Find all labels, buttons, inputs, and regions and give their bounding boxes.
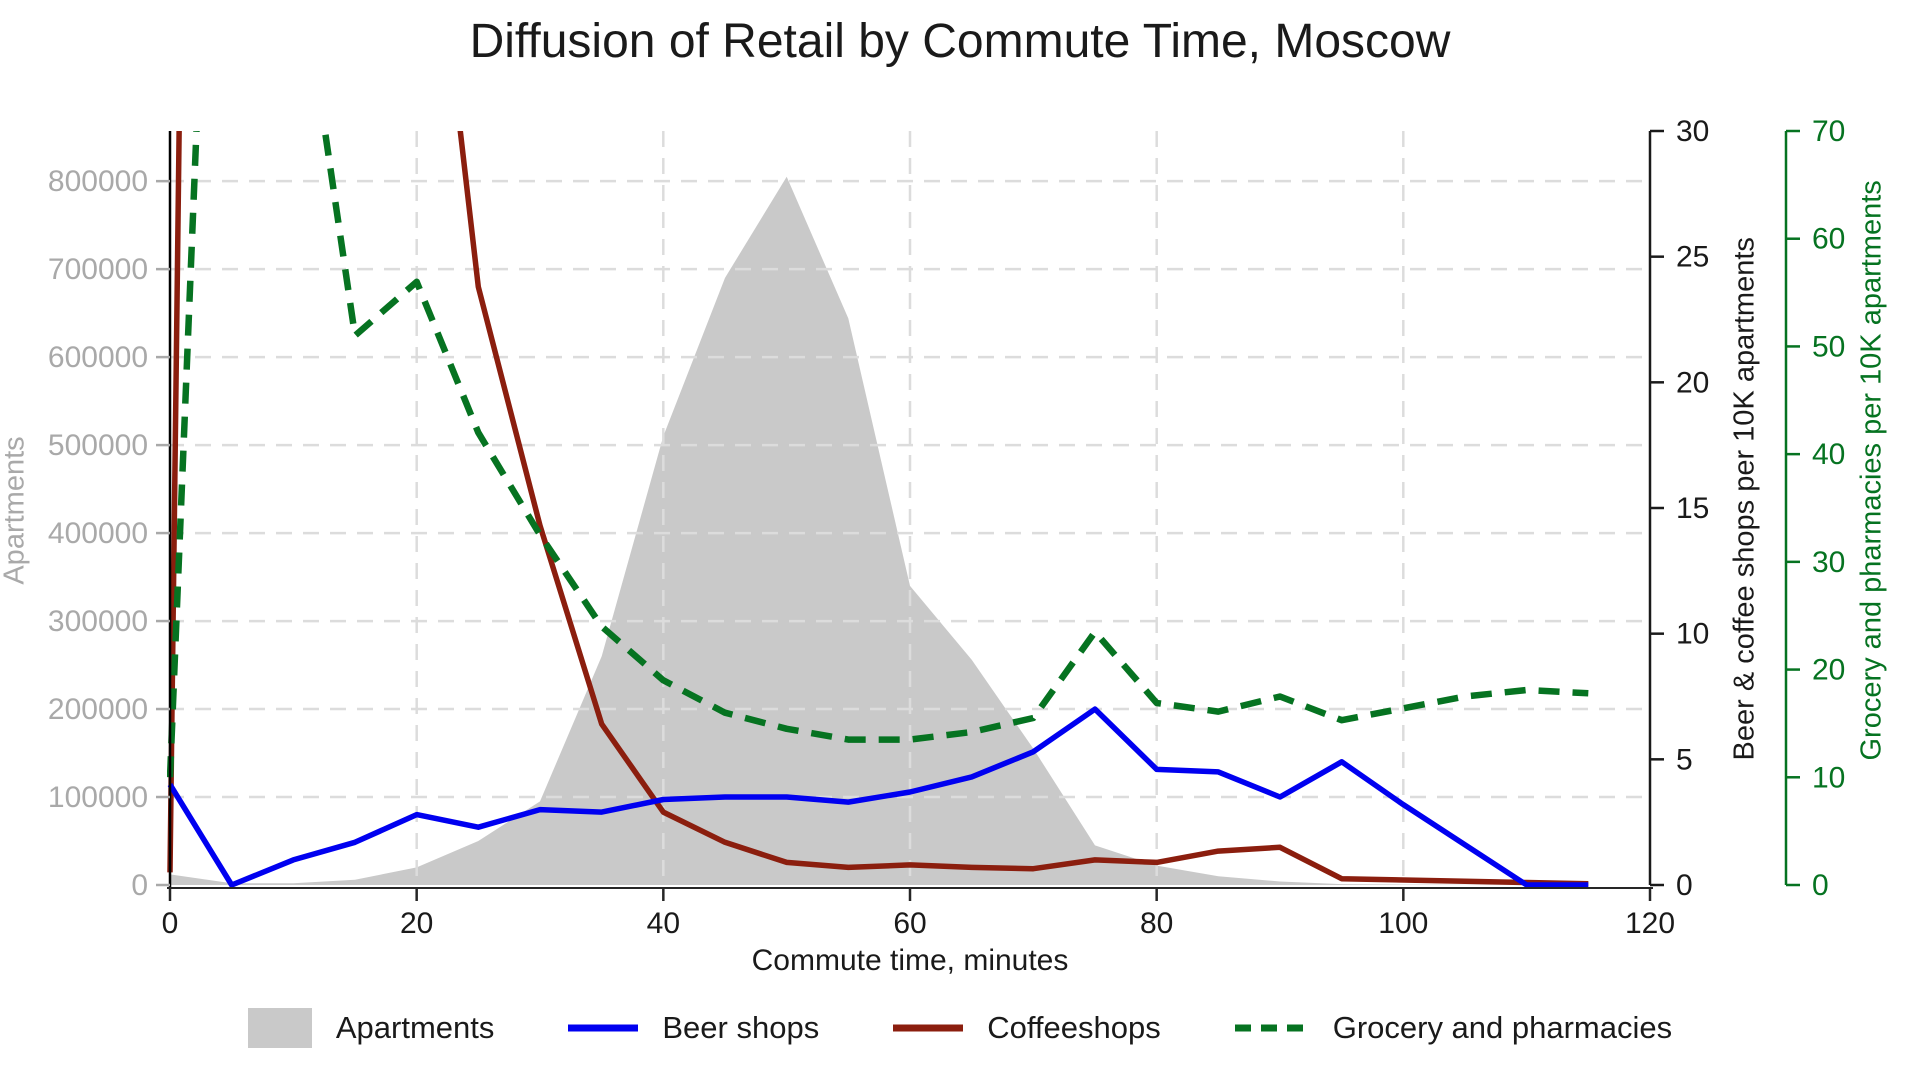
area-swatch-icon [247,1008,312,1048]
x-tick-label: 120 [1625,907,1675,940]
left-tick-label: 200000 [48,693,148,726]
legend-item-coffeeshops: Coffeeshops [893,1010,1161,1046]
x-tick-label: 80 [1140,907,1173,940]
left-tick-label: 300000 [48,605,148,638]
legend-label: Coffeeshops [987,1010,1161,1045]
right2-tick-label: 40 [1812,438,1845,471]
right2-tick-label: 30 [1812,546,1845,579]
left-axis-title: Apartments [0,436,31,585]
legend-label: Apartments [335,1010,495,1045]
x-tick-label: 60 [893,907,926,940]
left-tick-label: 600000 [48,341,148,374]
left-tick-label: 800000 [48,165,148,198]
right2-tick-label: 10 [1812,761,1845,794]
left-tick-label: 100000 [48,781,148,814]
left-tick-label: 400000 [48,517,148,550]
left-tick-label: 0 [131,869,148,902]
right2-tick-label: 70 [1812,115,1845,148]
dashed-line-icon [1234,1024,1309,1032]
left-tick-label: 700000 [48,253,148,286]
legend: Apartments Beer shops Coffeeshops Grocery a… [0,1006,1920,1050]
apartments-area [170,176,1589,886]
right-tick-label: 20 [1676,366,1709,399]
right2-tick-label: 60 [1812,223,1845,256]
right-tick-label: 10 [1676,618,1709,651]
legend-item-beer-shops: Beer shops [568,1010,819,1046]
x-tick-label: 100 [1378,907,1428,940]
right2-tick-label: 20 [1812,654,1845,687]
right-tick-label: 15 [1676,492,1709,525]
right-axis-title: Beer & coffee shops per 10K apartments [1728,237,1761,761]
x-tick-label: 40 [647,907,680,940]
coffeeshops-line [167,131,1589,887]
right-tick-label: 25 [1676,241,1709,274]
legend-label: Grocery and pharmacies [1332,1010,1673,1045]
solid-line-icon [568,1024,639,1032]
legend-item-grocery-and-pharmacies: Grocery and pharmacies [1234,1010,1673,1046]
grocery-and-pharmacies-line [167,131,1589,778]
right-tick-label: 5 [1676,743,1693,776]
right2-axis-title: Grocery and pharmacies per 10K apartment… [1855,180,1888,761]
left-tick-label: 500000 [48,429,148,462]
right2-tick-label: 50 [1812,330,1845,363]
x-axis-title: Commute time, minutes [751,944,1069,977]
legend-item-apartments: Apartments [247,1006,495,1050]
legend-label: Beer shops [662,1010,820,1045]
x-tick-label: 0 [162,907,179,940]
right-tick-label: 0 [1676,869,1693,902]
chart-title: Diffusion of Retail by Commute Time, Mos… [469,15,1451,68]
right-tick-label: 30 [1676,115,1709,148]
x-tick-label: 20 [400,907,433,940]
solid-line-icon [893,1024,964,1032]
beer-shops-line [167,706,1589,888]
right2-tick-label: 0 [1812,869,1829,902]
